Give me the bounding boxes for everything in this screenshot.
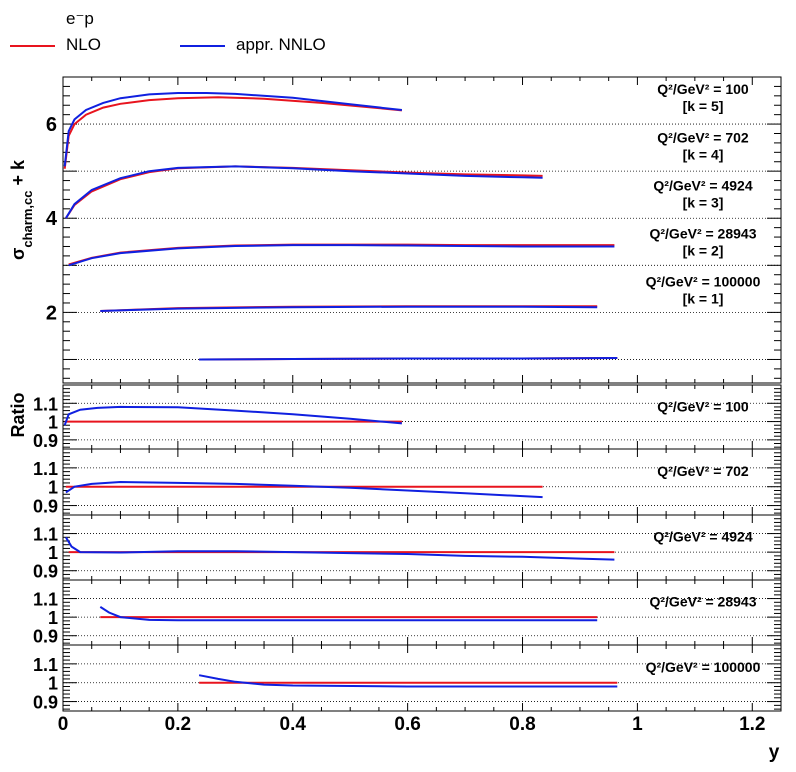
x-tick-label: 1: [632, 714, 643, 735]
ratio-y-tick-label: 1.1: [33, 459, 58, 479]
set-k-label: [k = 2]: [683, 242, 724, 258]
ratio-y-tick-label: 0.9: [33, 562, 58, 582]
ratio-y-tick-label: 1: [48, 608, 58, 628]
y-tick-label: 6: [46, 114, 57, 136]
x-tick-label: 0.4: [280, 714, 307, 735]
ratio-nnlo-3: [99, 606, 598, 622]
ratio-y-tick-label: 1: [48, 413, 58, 433]
ratio-panel-0: 0.911.1 Q²/GeV² = 100: [33, 384, 782, 451]
x-tick-label: 0.6: [394, 714, 420, 735]
ratio-y-tick-label: 1: [48, 543, 58, 563]
series-nnlo-3: [100, 305, 598, 312]
top-ylabel: σcharm,cc + k: [8, 159, 35, 260]
set-label: Q²/GeV² = 100000: [646, 273, 761, 289]
top-panel-frame: [62, 76, 782, 384]
series-nnlo-0: [63, 92, 403, 167]
ratio-y-tick-label: 0.9: [33, 693, 58, 713]
set-k-label: [k = 4]: [683, 146, 724, 162]
ratio-panel-label: Q²/GeV² = 100000: [646, 659, 761, 675]
series-nlo-2: [68, 243, 615, 266]
set-label: Q²/GeV² = 702: [657, 129, 749, 145]
set-label: Q²/GeV² = 100: [657, 81, 749, 97]
set-k-label: [k = 5]: [683, 98, 724, 114]
ratio-y-tick-label: 1.1: [33, 655, 58, 675]
ratio-nnlo-4: [198, 674, 618, 688]
ratio-y-tick-label: 1: [48, 478, 58, 498]
ratio-nnlo-2: [65, 536, 615, 561]
ratio-frame: [62, 644, 782, 712]
top-panel-labels: Q²/GeV² = 100[k = 5] Q²/GeV² = 702[k = 4]…: [646, 81, 761, 306]
x-tick-label: 0.8: [509, 714, 535, 735]
ratio-y-tick-label: 0.9: [33, 431, 58, 451]
ratio-panel-label: Q²/GeV² = 4924: [653, 529, 752, 545]
ratio-y-tick-label: 1.1: [33, 590, 58, 610]
top-panel-series: [63, 92, 618, 361]
set-label: Q²/GeV² = 4924: [653, 177, 752, 193]
legend-nlo-swatch: [10, 45, 55, 47]
ratio-nnlo-1: [65, 480, 543, 499]
set-k-label: [k = 3]: [683, 194, 724, 210]
ratio-panel-1: 0.911.1 Q²/GeV² = 702: [33, 448, 782, 517]
legend-nnlo-swatch: [180, 45, 225, 47]
ratio-panels: 0.911.1 Q²/GeV² = 1000.911.1 Q²/GeV² = 702…: [33, 384, 782, 713]
ratio-frame: [62, 384, 782, 450]
ratio-frame: [62, 579, 782, 646]
legend-nnlo-label: appr. NNLO: [236, 35, 326, 54]
ratio-y-tick-label: 1.1: [33, 394, 58, 414]
series-nnlo-2: [68, 244, 615, 267]
ratio-panel-label: Q²/GeV² = 28943: [649, 594, 756, 610]
ratio-y-tick-label: 1: [48, 674, 58, 694]
legend-nlo-label: NLO: [66, 35, 101, 54]
ratio-frame: [62, 514, 782, 581]
set-label: Q²/GeV² = 28943: [649, 225, 756, 241]
series-nnlo-4: [199, 357, 618, 361]
ratio-ylabel: Ratio: [8, 392, 28, 437]
ratio-panel-2: 0.911.1 Q²/GeV² = 4924: [33, 514, 782, 582]
ratio-nnlo-0: [63, 405, 402, 426]
ratio-panel-label: Q²/GeV² = 100: [657, 398, 749, 414]
top-panel-grid: [63, 123, 781, 360]
series-nnlo-1: [65, 165, 543, 219]
x-tick-label: 1.2: [739, 714, 765, 735]
ratio-panel-4: 0.911.1 Q²/GeV² = 100000: [33, 644, 782, 713]
set-k-label: [k = 1]: [683, 290, 724, 306]
x-tick-label: 0.2: [165, 714, 191, 735]
ratio-y-tick-label: 1.1: [33, 525, 58, 545]
series-nlo-0: [63, 96, 402, 169]
x-tick-labels: 0 0.2 0.4 0.6 0.8 1 1.2: [58, 714, 766, 735]
x-axis-label: y: [769, 742, 780, 763]
ratio-y-tick-label: 0.9: [33, 497, 58, 517]
y-tick-label: 2: [46, 302, 57, 324]
legend: e⁻p NLO appr. NNLO: [0, 0, 420, 60]
ratio-panel-3: 0.911.1 Q²/GeV² = 28943: [33, 579, 782, 647]
ratio-panel-label: Q²/GeV² = 702: [657, 463, 749, 479]
y-tick-label: 4: [46, 208, 58, 230]
ratio-y-tick-label: 0.9: [33, 627, 58, 647]
legend-header: e⁻p: [66, 9, 94, 28]
x-tick-label: 0: [58, 714, 69, 735]
top-panel-ticks: 2 4 6: [46, 77, 781, 383]
